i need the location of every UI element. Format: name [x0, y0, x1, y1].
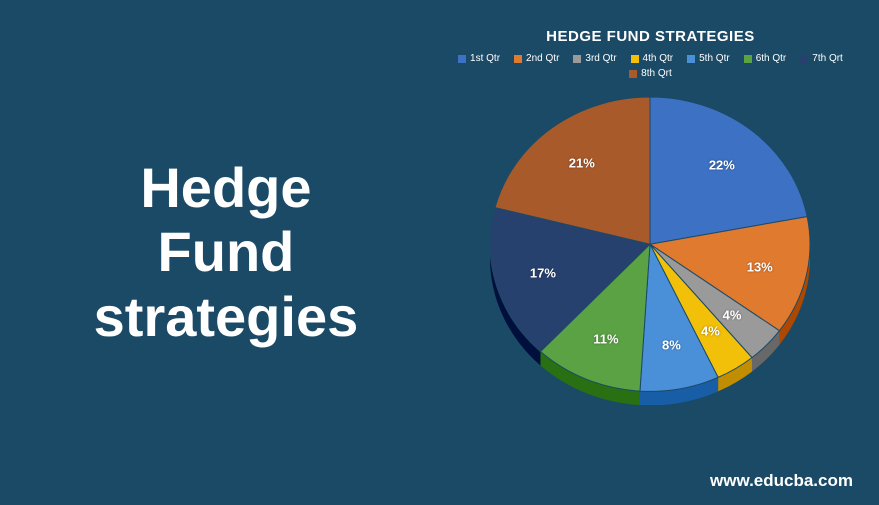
legend-item: 4th Qtr	[631, 53, 674, 64]
slice-percent-label: 4%	[701, 324, 720, 339]
slice-percent-label: 8%	[662, 338, 681, 353]
slice-percent-label: 17%	[530, 265, 556, 280]
slice-percent-label: 11%	[593, 331, 618, 346]
legend-item: 3rd Qtr	[573, 53, 616, 64]
legend-swatch	[573, 55, 581, 63]
legend-label: 6th Qtr	[756, 53, 787, 64]
main-title-line: Fund	[94, 220, 359, 284]
slice-percent-label: 22%	[709, 157, 735, 172]
legend-label: 3rd Qtr	[585, 53, 616, 64]
legend-label: 5th Qtr	[699, 53, 730, 64]
main-title: HedgeFundstrategies	[94, 156, 359, 349]
slice-percent-label: 4%	[723, 307, 742, 322]
legend-label: 8th Qrt	[641, 68, 672, 79]
legend-label: 7th Qrt	[812, 53, 843, 64]
legend-item: 8th Qrt	[629, 68, 672, 79]
legend-swatch	[687, 55, 695, 63]
left-panel: HedgeFundstrategies	[0, 0, 422, 505]
right-panel: HEDGE FUND STRATEGIES 1st Qtr 2nd Qtr 3rd …	[422, 0, 879, 505]
legend-label: 4th Qtr	[643, 53, 674, 64]
legend-item: 5th Qtr	[687, 53, 730, 64]
pie-chart: 22% 13% 4%4% 8% 11% 17% 21%	[490, 97, 810, 405]
main-title-line: Hedge	[94, 156, 359, 220]
slice-percent-label: 13%	[747, 259, 773, 274]
chart-title: HEDGE FUND STRATEGIES	[422, 28, 879, 45]
slice-percent-label: 21%	[569, 155, 595, 170]
legend-item: 6th Qtr	[744, 53, 787, 64]
legend-label: 2nd Qtr	[526, 53, 559, 64]
footer-link[interactable]: www.educba.com	[710, 471, 853, 491]
legend-swatch	[800, 55, 808, 63]
legend-swatch	[514, 55, 522, 63]
legend-swatch	[631, 55, 639, 63]
legend-item: 1st Qtr	[458, 53, 500, 64]
main-title-line: strategies	[94, 285, 359, 349]
legend-item: 2nd Qtr	[514, 53, 559, 64]
page-container: HedgeFundstrategies HEDGE FUND STRATEGIE…	[0, 0, 879, 505]
legend-swatch	[629, 70, 637, 78]
legend-swatch	[458, 55, 466, 63]
legend-label: 1st Qtr	[470, 53, 500, 64]
legend-item: 7th Qrt	[800, 53, 843, 64]
chart-legend: 1st Qtr 2nd Qtr 3rd Qtr 4th Qtr 5th Qtr 6th Q…	[422, 53, 879, 79]
legend-swatch	[744, 55, 752, 63]
